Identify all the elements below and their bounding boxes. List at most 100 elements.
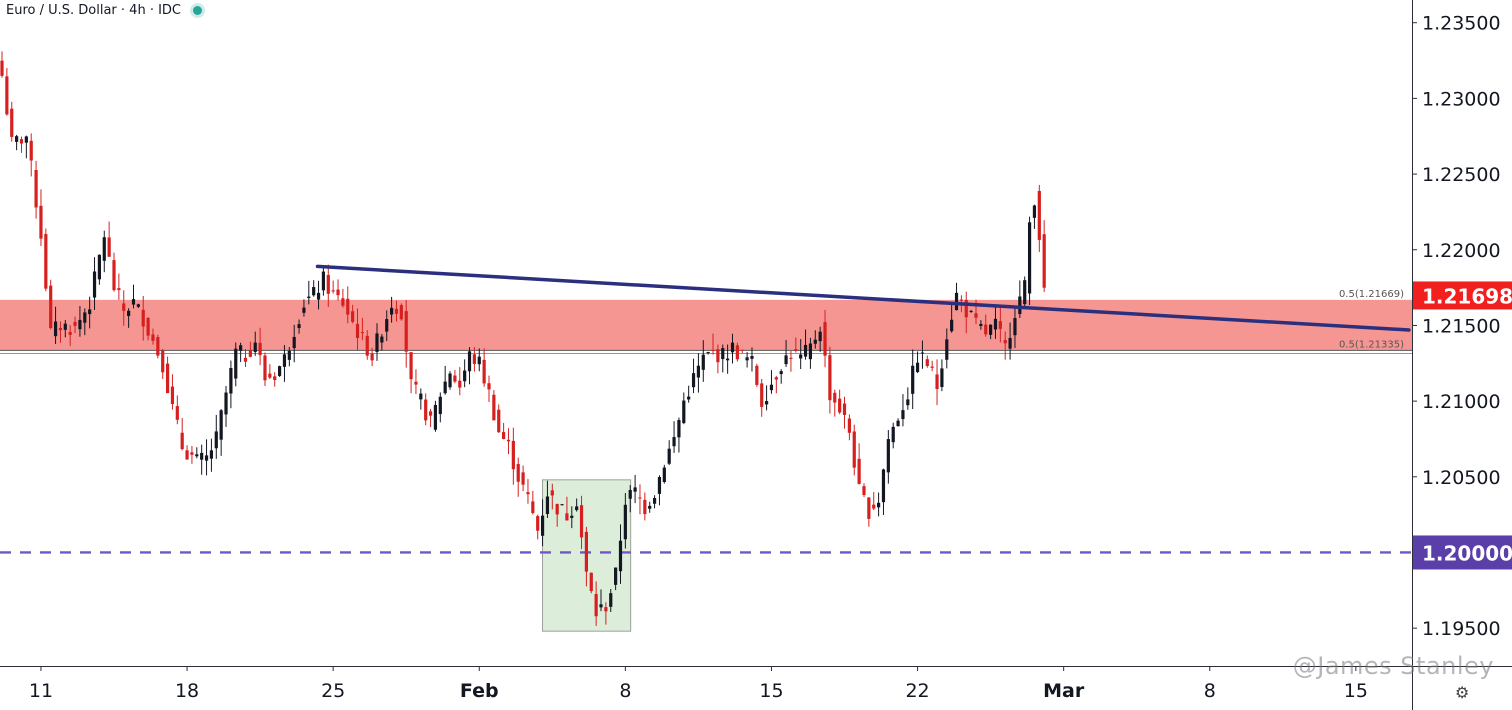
candle <box>297 319 301 334</box>
candle <box>945 328 949 369</box>
candle <box>833 389 837 417</box>
candle-body <box>355 323 360 338</box>
candle <box>750 347 754 372</box>
candle <box>881 468 886 515</box>
candle <box>200 444 204 475</box>
candle <box>307 280 311 305</box>
candle-body <box>180 432 184 450</box>
candle-body <box>229 367 233 394</box>
candle-body <box>302 307 306 313</box>
candle <box>745 352 749 368</box>
candle-body <box>823 322 827 356</box>
candle <box>984 314 988 337</box>
candle <box>83 308 87 336</box>
candle <box>336 279 340 301</box>
candle-body <box>258 342 262 356</box>
candle-body <box>633 487 637 492</box>
candle <box>58 321 63 343</box>
candle <box>891 422 895 449</box>
candle-body <box>190 452 194 455</box>
candle-body <box>44 234 48 289</box>
candle <box>385 310 389 342</box>
level-label: 1.20000 <box>1422 541 1512 565</box>
candle-body <box>224 392 228 415</box>
candle <box>925 355 929 368</box>
candle-body <box>867 497 871 519</box>
candle-body <box>652 497 657 504</box>
candle-body <box>818 331 822 342</box>
candle-body <box>755 365 759 385</box>
candle-body <box>385 319 389 332</box>
candle-body <box>847 418 851 433</box>
candle-body <box>925 359 929 366</box>
candle <box>740 349 744 354</box>
candle <box>492 390 496 421</box>
candle-body <box>53 321 58 337</box>
candle <box>170 374 175 410</box>
candle-body <box>828 355 832 401</box>
candle-body <box>735 345 739 360</box>
candle-body <box>852 431 856 468</box>
candle-body <box>321 271 326 291</box>
candle-body <box>726 358 730 361</box>
candle <box>584 526 588 587</box>
candle <box>993 305 998 340</box>
candle-body <box>623 504 627 540</box>
candle <box>360 317 364 341</box>
candle <box>716 344 720 374</box>
candle <box>979 320 983 330</box>
candle-body <box>185 450 189 460</box>
candle <box>316 280 321 310</box>
candle-body <box>604 607 608 612</box>
candle <box>998 306 1002 343</box>
candle <box>594 581 598 626</box>
candle-body <box>448 373 452 388</box>
candle-body <box>696 365 701 378</box>
candle <box>623 493 627 549</box>
candle-body <box>628 489 632 499</box>
candle-body <box>482 359 486 384</box>
candle-body <box>292 336 296 349</box>
candle <box>165 356 170 394</box>
candle-body <box>920 352 925 354</box>
candle <box>190 446 194 464</box>
candle <box>15 134 19 151</box>
candle <box>331 280 335 294</box>
candle <box>477 348 481 372</box>
candle-body <box>521 472 525 485</box>
candle <box>877 492 881 517</box>
candle <box>399 303 403 321</box>
candle <box>784 340 788 367</box>
candle-body <box>536 516 540 531</box>
candle-body <box>219 410 223 440</box>
candle-body <box>419 393 423 400</box>
candle <box>239 342 243 363</box>
candle-body <box>146 317 150 336</box>
candle-body <box>998 321 1002 329</box>
candle <box>448 371 452 390</box>
candle <box>433 400 438 432</box>
candle-body <box>209 450 214 459</box>
x-tick-label: 8 <box>1204 680 1216 702</box>
candle <box>0 51 4 78</box>
candle <box>906 387 910 410</box>
candle <box>370 347 374 367</box>
candle <box>1008 322 1012 360</box>
candle-body <box>550 490 554 496</box>
candle <box>896 418 900 427</box>
candle-body <box>307 296 311 299</box>
candle <box>911 349 915 410</box>
candle-body <box>214 431 218 449</box>
candle-body <box>92 271 97 298</box>
gear-icon[interactable]: ⚙ <box>1455 683 1470 702</box>
candle <box>950 304 954 333</box>
candle <box>49 279 53 330</box>
candle-body <box>974 313 978 318</box>
candle-body <box>458 380 462 388</box>
candle-body <box>638 497 642 499</box>
candle <box>195 447 199 459</box>
candle <box>540 499 545 547</box>
candle <box>463 359 467 388</box>
candle <box>813 330 817 349</box>
